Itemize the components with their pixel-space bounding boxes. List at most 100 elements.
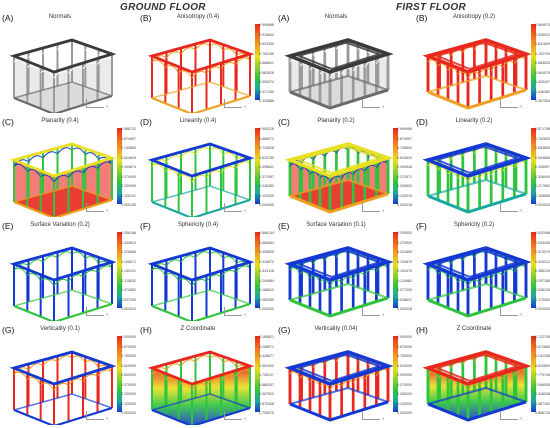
scale-tick-label: 0.125141 xyxy=(121,193,136,198)
arch xyxy=(206,170,222,178)
arch xyxy=(98,156,113,165)
arch xyxy=(236,364,251,373)
scale-tick-label: 3.445677 xyxy=(259,354,274,358)
scale-tick-label: 0.533436 xyxy=(535,240,550,245)
arch xyxy=(235,57,251,65)
arch xyxy=(13,371,28,380)
scale-tick-label: 0.333886 xyxy=(259,99,274,103)
scale-tick-label: 0.624629 xyxy=(397,155,412,160)
axis-label: Y xyxy=(520,105,523,109)
top-beam xyxy=(147,350,255,386)
bottom-beam xyxy=(289,386,389,406)
color-scale-bar xyxy=(393,336,398,412)
scale-tick-label: 0.999988 xyxy=(259,23,274,27)
arch xyxy=(220,373,236,382)
color-scale-ticks: 0.666134 0.582683 0.499825 0.416572 0.333118… xyxy=(259,231,274,311)
arch xyxy=(165,169,180,177)
arch xyxy=(220,269,236,278)
arch xyxy=(53,382,69,391)
color-scale-ticks: 0.993218 0.868072 0.744828 0.620785 0.496641… xyxy=(259,127,274,207)
arch xyxy=(191,382,207,391)
axis-label: Y xyxy=(382,105,385,109)
bottom-beam xyxy=(289,192,389,214)
color-scale-ticks: 0.256168 0.240813 0.225846 0.196571 0.149101… xyxy=(121,231,136,311)
panel-label: (A) xyxy=(278,13,290,23)
scale-tick-label: 0.604579 xyxy=(535,70,550,75)
scale-tick-label: 0.372497 xyxy=(259,174,274,179)
arch xyxy=(71,43,86,51)
scale-tick-label: 0.415312 xyxy=(535,259,550,264)
scale-tick-label: 0.925912 xyxy=(535,32,550,37)
scale-tick-label: 0.666611 xyxy=(259,61,274,65)
scale-tick-label: 0.000018 xyxy=(397,203,412,207)
scale-tick-label: 0.762794 xyxy=(535,51,550,56)
arch xyxy=(223,256,238,264)
arch xyxy=(165,377,180,385)
axis-indicator: Y xyxy=(222,411,246,423)
scale-tick-label: 0.499874 xyxy=(121,165,136,169)
panel-ground-c: (C) Planarity (0.4) Y 0.966732 0.874907 0.… xyxy=(0,116,136,217)
arch xyxy=(42,359,58,367)
point-cloud-render xyxy=(422,246,532,318)
scale-tick-label: 0.499825 xyxy=(259,250,274,254)
point-cloud-render xyxy=(147,38,255,113)
bottom-beam xyxy=(13,406,113,425)
scale-tick-label: 9.872850 xyxy=(535,344,550,349)
axis-indicator: Y xyxy=(84,307,108,319)
axis-label: Y xyxy=(244,209,247,213)
bottom-beam xyxy=(151,406,251,425)
panel-title: Normals xyxy=(48,14,72,20)
scale-tick-label: 0.499548 xyxy=(397,165,412,169)
axis-indicator: Y xyxy=(498,411,523,423)
scale-tick-label: 0.841829 xyxy=(535,42,550,46)
arch xyxy=(42,47,58,55)
panel-label: (A) xyxy=(2,13,14,23)
scale-tick-label: -0.870408 xyxy=(257,401,274,406)
axis-indicator: Y xyxy=(360,307,384,319)
point-cloud-render xyxy=(284,38,394,110)
arch xyxy=(97,369,113,377)
scale-tick-label: 0.248353 xyxy=(259,184,274,188)
bottom-beam xyxy=(289,400,389,422)
axis-label: Y xyxy=(244,105,247,109)
arch xyxy=(223,152,238,160)
scale-tick-label: 0.256168 xyxy=(121,231,136,235)
axis-indicator: Y xyxy=(84,99,108,111)
scale-tick-label: 0.875000 xyxy=(397,344,412,349)
arch xyxy=(13,159,29,167)
scale-tick-label: 0.375000 xyxy=(397,382,412,387)
arch xyxy=(98,52,113,61)
scale-tick-label: 0.749809 xyxy=(397,146,412,150)
arch xyxy=(85,152,100,160)
scale-tick-label: 0.193875 xyxy=(397,259,412,264)
arch xyxy=(180,255,196,263)
scale-tick-label: 0.125000 xyxy=(121,401,136,406)
bottom-beam xyxy=(427,386,527,406)
arch xyxy=(236,156,251,165)
scale-tick-label: 0.000155 xyxy=(121,203,136,207)
color-scale-bar xyxy=(255,24,260,100)
arch xyxy=(151,55,167,63)
arch xyxy=(40,70,55,79)
arch xyxy=(13,267,28,276)
panel-label: (D) xyxy=(416,117,428,127)
wall-surface xyxy=(14,160,54,217)
scale-tick-label: 0.333118 xyxy=(259,269,274,273)
scale-tick-label: -1.730975 xyxy=(257,411,274,415)
axis-label: Y xyxy=(520,417,523,421)
scale-tick-label: 0.270920 xyxy=(397,240,412,245)
arch xyxy=(151,163,166,172)
scale-tick-label: 0.417150 xyxy=(259,89,274,94)
arch xyxy=(68,378,84,386)
arch xyxy=(166,363,182,371)
panel-title: Sphericity (0.4) xyxy=(177,222,219,228)
inner-beam xyxy=(295,145,383,175)
bottom-beam xyxy=(151,393,251,411)
scale-tick-label: 0.744828 xyxy=(259,146,274,150)
arch xyxy=(85,360,100,368)
axis-indicator: Y xyxy=(84,203,108,215)
color-scale-ticks: 0.999973 0.925912 0.841829 0.762794 0.683633… xyxy=(535,23,550,103)
arch xyxy=(209,251,224,259)
scale-tick-label: 0.874907 xyxy=(121,136,136,141)
arch xyxy=(235,369,251,377)
